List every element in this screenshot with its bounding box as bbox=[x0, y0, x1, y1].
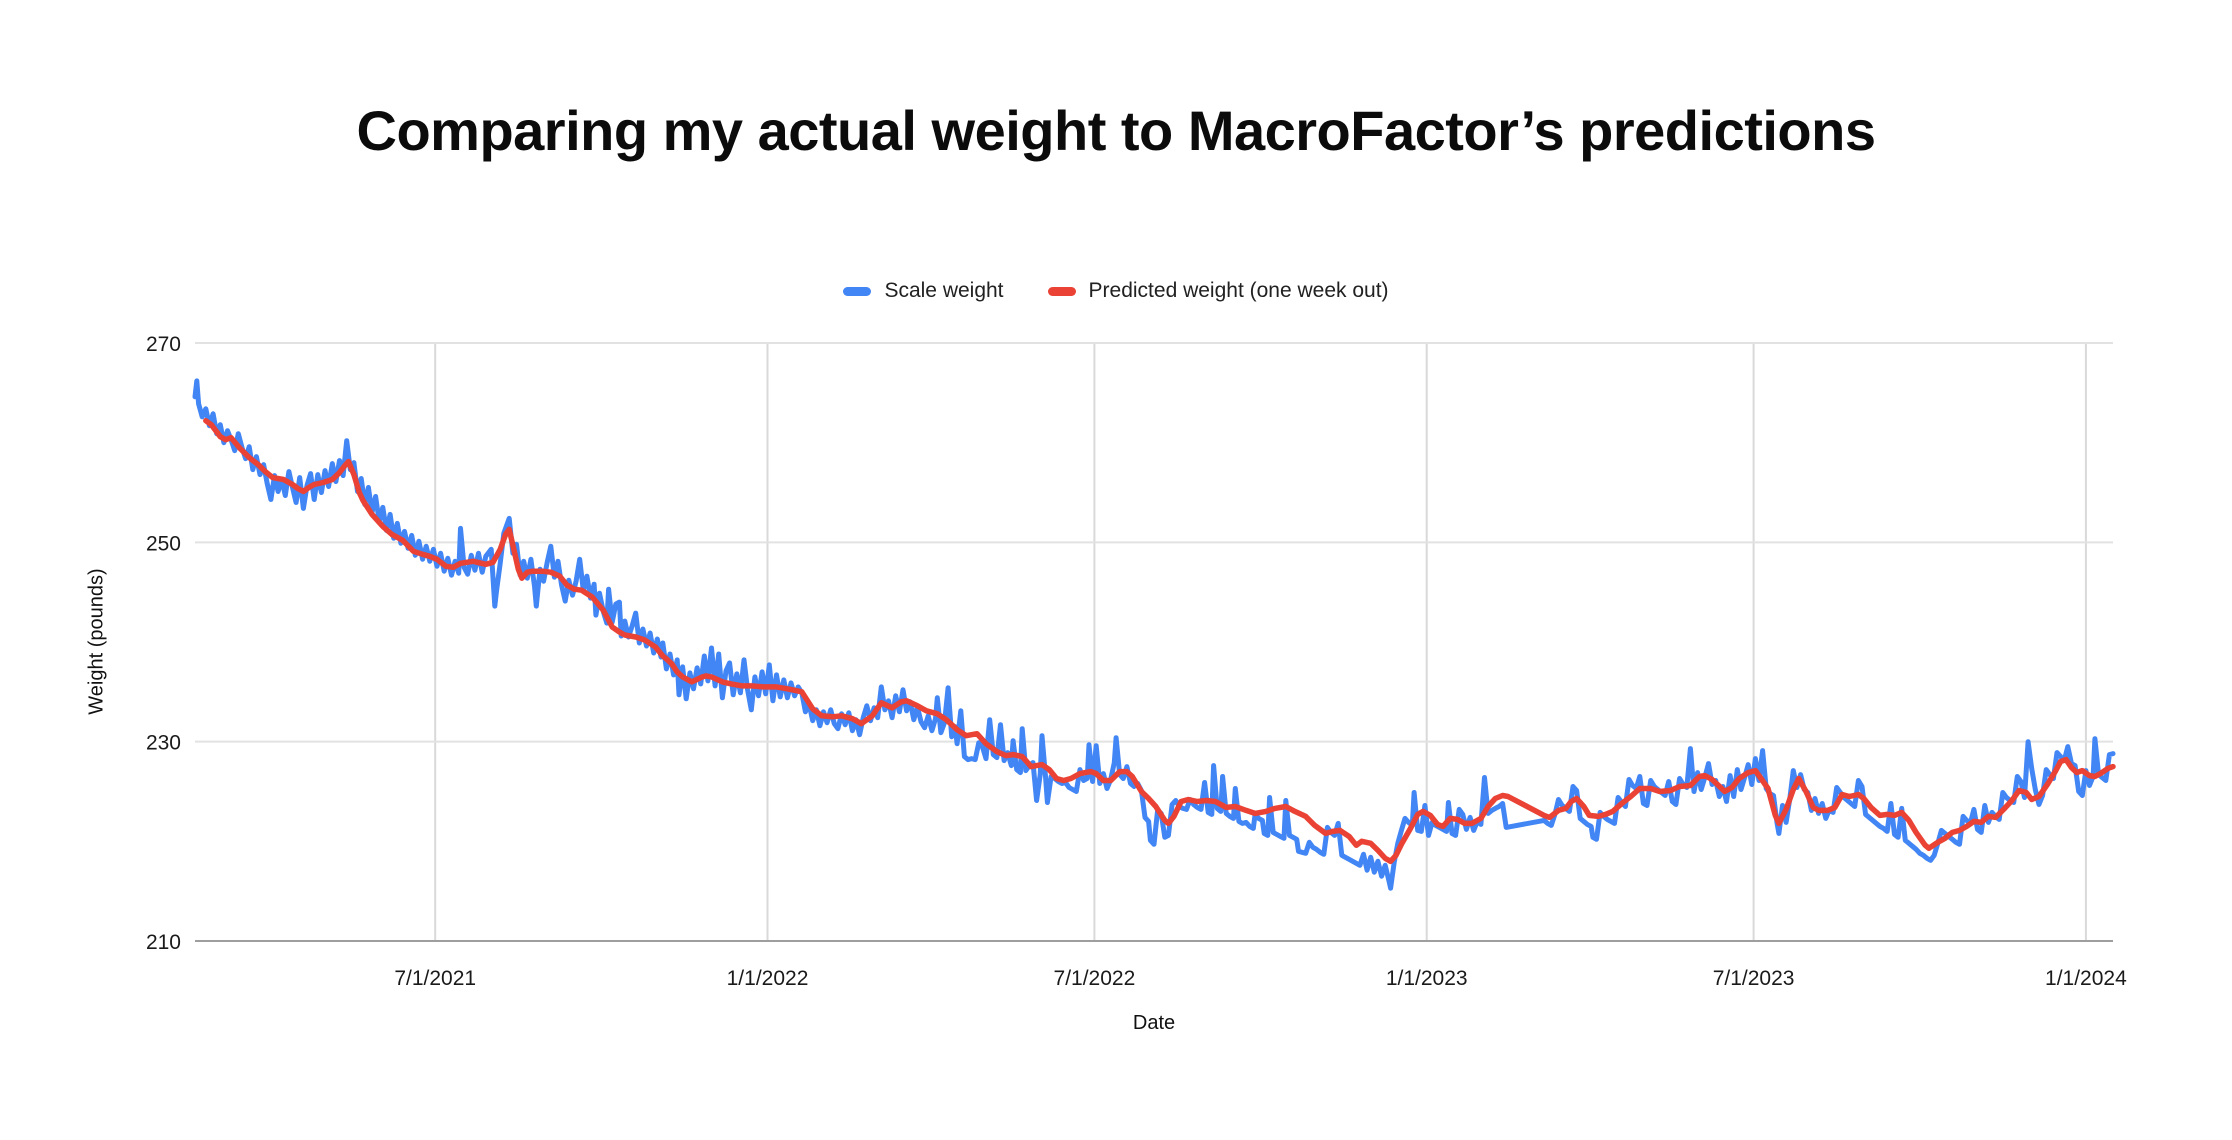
x-tick-label: 1/1/2024 bbox=[2045, 967, 2127, 990]
legend-item-predicted-weight: Predicted weight (one week out) bbox=[1047, 279, 1389, 303]
scale-weight-swatch-icon bbox=[843, 286, 872, 296]
y-tick-label: 270 bbox=[146, 333, 181, 356]
x-tick-label: 1/1/2023 bbox=[1386, 967, 1468, 990]
predicted-weight-swatch-icon bbox=[1047, 286, 1076, 296]
legend-label: Predicted weight (one week out) bbox=[1088, 279, 1389, 302]
legend-label: Scale weight bbox=[884, 279, 1004, 302]
chart-title: Comparing my actual weight to MacroFacto… bbox=[356, 99, 1876, 162]
y-tick-label: 210 bbox=[146, 931, 181, 954]
legend-item-scale-weight: Scale weight bbox=[843, 279, 1004, 303]
y-tick-label: 250 bbox=[146, 532, 181, 555]
x-tick-label: 7/1/2021 bbox=[394, 967, 476, 990]
y-axis-title: Weight (pounds) bbox=[85, 568, 108, 715]
x-tick-label: 7/1/2023 bbox=[1713, 967, 1795, 990]
legend: Scale weight Predicted weight (one week … bbox=[0, 279, 2232, 303]
predicted-weight-line bbox=[203, 417, 2116, 865]
x-tick-label: 7/1/2022 bbox=[1054, 967, 1136, 990]
x-tick-label: 1/1/2022 bbox=[727, 967, 809, 990]
x-axis-title: Date bbox=[1132, 1012, 1176, 1034]
y-tick-label: 230 bbox=[146, 732, 181, 755]
